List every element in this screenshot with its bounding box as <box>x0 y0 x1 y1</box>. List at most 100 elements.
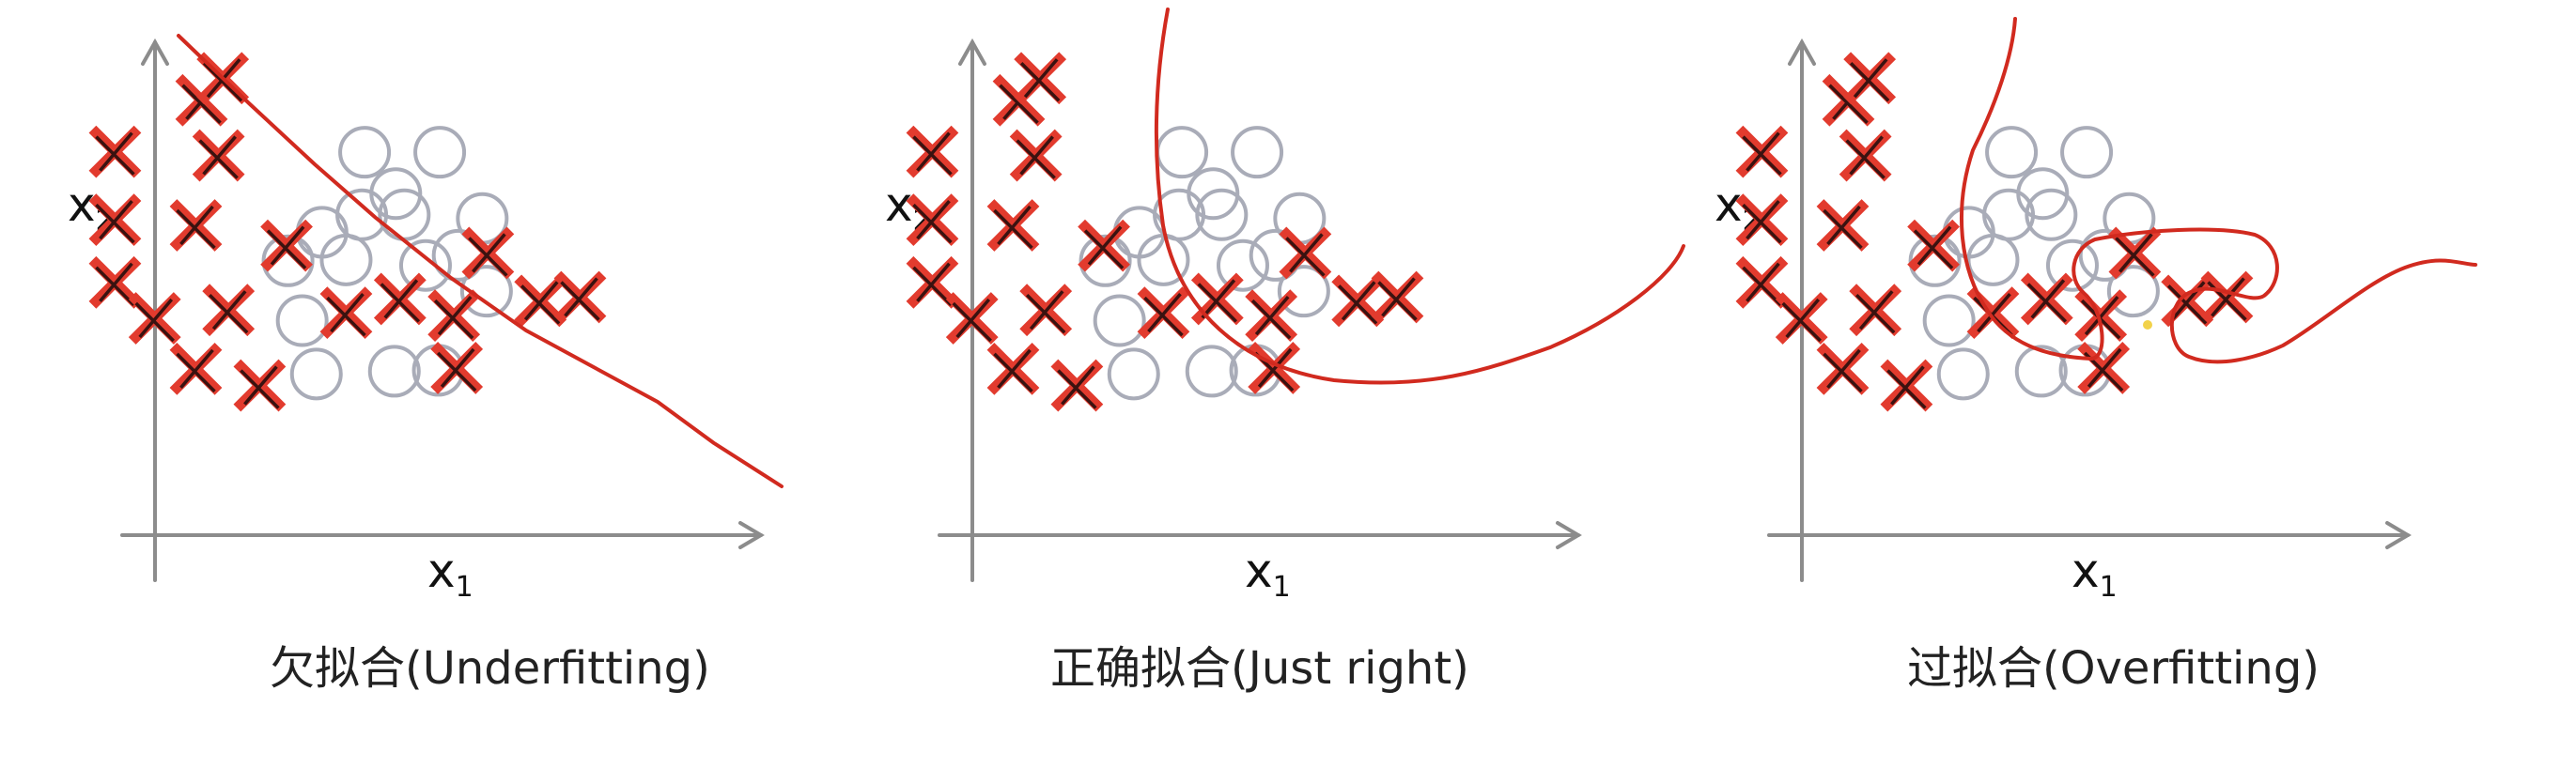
circle-marker <box>1908 234 1962 287</box>
cross-marker <box>906 255 959 309</box>
cross-marker <box>986 343 1040 395</box>
circle-marker <box>1966 233 2020 286</box>
caption-overfitting: 过拟合(Overfitting) <box>1907 642 2320 695</box>
circle-marker <box>1985 126 2039 179</box>
circle-marker <box>367 345 421 398</box>
cross-marker <box>2108 226 2162 280</box>
cross-marker <box>1816 199 1870 252</box>
circle-marker <box>459 265 513 318</box>
cross-marker <box>1735 255 1789 309</box>
cross-marker <box>461 226 515 280</box>
cross-marker <box>88 125 142 178</box>
cross-marker <box>88 193 142 247</box>
cursor-dot <box>2143 320 2152 330</box>
cross-marker <box>1019 284 1073 337</box>
cross-marker <box>986 199 1040 252</box>
cross-marker <box>1839 129 1892 182</box>
cross-marker <box>2020 272 2073 326</box>
cross-marker <box>906 193 959 247</box>
cross-marker <box>1849 284 1902 337</box>
x-axis-label: x1 <box>427 544 473 604</box>
decision-boundary-curve <box>1154 8 1685 385</box>
cross-marker <box>202 284 256 337</box>
cross-marker <box>1907 219 1960 272</box>
panel-just-right: x2 x1 正确拟合(Just right) <box>885 8 1685 695</box>
y-axis-arrow <box>1788 38 1816 66</box>
cross-marker <box>1190 272 1244 326</box>
cross-marker <box>260 219 313 272</box>
decision-boundary-squiggle <box>1960 17 2477 364</box>
cross-marker <box>169 199 223 252</box>
circle-marker <box>2025 188 2078 241</box>
circle-marker <box>289 347 343 401</box>
cross-markers <box>906 52 1424 412</box>
circle-marker <box>2045 238 2099 292</box>
cross-marker <box>169 343 223 395</box>
circle-marker <box>1277 265 1330 318</box>
x-axis-label: x1 <box>1245 544 1291 604</box>
circle-marker <box>261 234 315 287</box>
x-axis-arrow <box>1556 521 1582 549</box>
circle-marker <box>1079 234 1132 287</box>
cross-marker <box>233 359 287 412</box>
caption-underfitting: 欠拟合(Underfitting) <box>270 642 710 695</box>
cross-marker <box>319 286 373 340</box>
x-axis-arrow <box>2385 521 2412 549</box>
cross-marker <box>1775 292 1828 345</box>
caption-just-right: 正确拟合(Just right) <box>1050 642 1469 695</box>
circle-marker <box>1922 294 1976 347</box>
cross-marker <box>1014 52 1067 105</box>
cross-marker <box>2074 289 2128 342</box>
circle-marker <box>1093 294 1146 347</box>
circle-marker <box>1195 188 1249 241</box>
circle-marker <box>2060 126 2114 179</box>
cross-marker <box>945 292 999 345</box>
cross-marker <box>553 270 607 324</box>
cross-marker <box>1735 193 1789 247</box>
circle-marker <box>2014 345 2068 398</box>
cross-markers <box>88 52 607 412</box>
circle-marker <box>413 126 467 179</box>
circle-marker <box>1107 347 1160 401</box>
x-axis-label: x1 <box>2072 544 2118 604</box>
cross-marker <box>430 342 484 394</box>
cross-marker <box>88 255 142 309</box>
circle-marker <box>1216 238 1269 292</box>
cross-marker <box>1078 219 1130 272</box>
cross-marker <box>1245 289 1298 342</box>
y-axis-arrow <box>958 38 986 66</box>
circle-marker <box>2106 265 2160 318</box>
cross-marker <box>1843 52 1897 105</box>
circle-marker <box>1156 126 1209 179</box>
circle-marker <box>338 126 392 179</box>
decision-boundary-line <box>177 34 784 488</box>
y-axis-arrow <box>141 38 169 66</box>
cross-marker <box>1137 286 1190 340</box>
circle-markers <box>1079 126 1330 401</box>
panel-underfitting: x2 x1 欠拟合(Underfitting) <box>68 34 784 695</box>
cross-marker <box>1816 343 1870 395</box>
circle-marker <box>319 233 373 286</box>
cross-marker <box>1880 359 1933 412</box>
panel-overfitting: x2 x1 过拟合(Overfitting) <box>1715 17 2477 695</box>
circle-marker <box>398 238 452 292</box>
cross-marker <box>1371 270 1424 324</box>
cross-marker <box>906 125 959 178</box>
cross-marker <box>427 289 481 342</box>
cross-marker <box>1966 286 2020 340</box>
cross-marker <box>192 129 245 182</box>
cross-marker <box>373 272 427 326</box>
cross-marker <box>128 292 181 345</box>
circle-markers <box>1908 126 2160 401</box>
cross-marker <box>2077 342 2131 394</box>
cross-marker <box>1009 129 1063 182</box>
cross-marker <box>1279 226 1332 280</box>
cross-marker <box>1735 125 1789 178</box>
circle-marker <box>1231 126 1284 179</box>
circle-marker <box>1936 347 1990 401</box>
cross-markers <box>1735 52 2254 412</box>
cross-marker <box>1050 359 1104 412</box>
circle-marker <box>275 294 329 347</box>
x-axis-arrow <box>738 521 765 549</box>
